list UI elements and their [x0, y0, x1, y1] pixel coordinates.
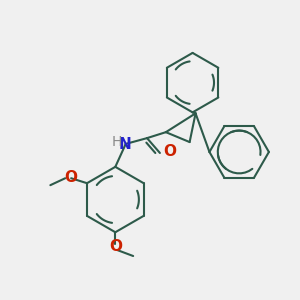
Text: H: H — [112, 135, 122, 149]
Text: O: O — [109, 238, 122, 253]
Text: O: O — [163, 145, 176, 160]
Text: N: N — [119, 136, 132, 152]
Text: O: O — [65, 170, 78, 185]
